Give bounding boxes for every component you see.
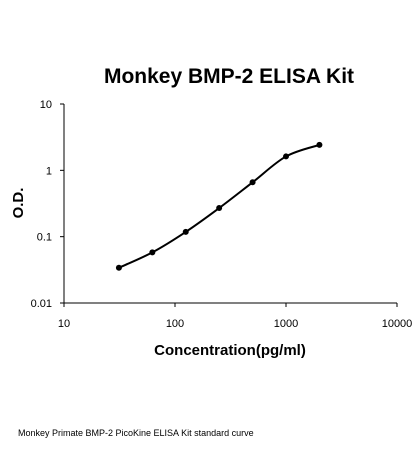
x-ticks: 10 100 1000 10000: [58, 303, 412, 330]
x-axis-title: Concentration(pg/ml): [154, 342, 306, 359]
data-point: [115, 264, 122, 271]
data-point: [249, 179, 256, 186]
axes: [63, 104, 397, 304]
data-point: [182, 228, 189, 235]
data-points: [115, 141, 323, 271]
data-point: [149, 249, 156, 256]
data-point: [283, 153, 289, 160]
y-tick-label: 0.1: [37, 232, 52, 244]
x-tick-label: 1000: [274, 318, 298, 330]
y-axis-title: O.D.: [10, 188, 27, 219]
y-tick-label: 10: [40, 99, 52, 111]
data-point: [316, 141, 323, 148]
y-tick-label: 1: [46, 165, 52, 177]
chart-title: Monkey BMP-2 ELISA Kit: [104, 65, 354, 88]
x-tick-label: 10000: [382, 318, 413, 330]
y-tick-label: 0.01: [31, 298, 52, 310]
figure-caption: Monkey Primate BMP-2 PicoKine ELISA Kit …: [18, 428, 254, 438]
x-tick-label: 100: [166, 318, 184, 330]
x-tick-label: 10: [58, 318, 70, 330]
data-point: [216, 205, 223, 212]
y-ticks: 0.01 0.1 1 10: [31, 99, 64, 310]
